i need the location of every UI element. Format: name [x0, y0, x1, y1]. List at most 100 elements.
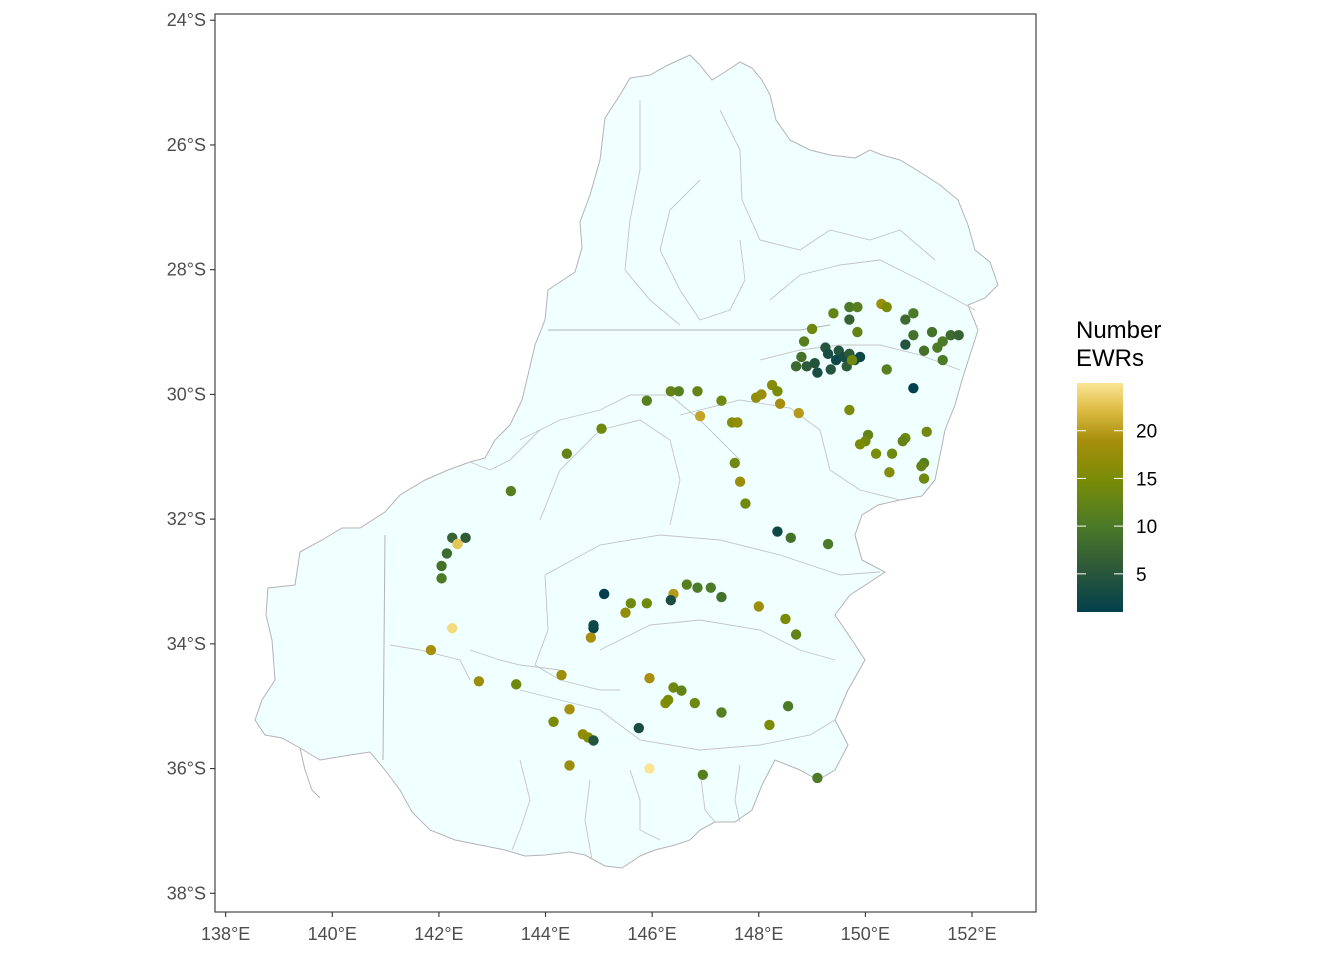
y-axis: 24°S 26°S 28°S 30°S 32°S 34°S 36°S 38°S [167, 10, 215, 903]
ewr-point [585, 632, 597, 643]
ewr-point [644, 763, 655, 774]
ewr-point [564, 760, 575, 771]
x-tick-label: 146°E [628, 924, 677, 944]
ewr-point [926, 326, 938, 338]
y-tick-label: 28°S [167, 260, 206, 280]
ewr-point [881, 364, 892, 375]
ewr-point [436, 573, 447, 584]
ewr-point [692, 386, 703, 397]
ewr-point [772, 386, 783, 397]
legend-colorbar [1077, 383, 1123, 612]
y-tick-label: 34°S [167, 634, 206, 654]
ewr-point [806, 323, 818, 335]
state-border [548, 324, 831, 331]
ewr-point [790, 629, 802, 640]
ewr-point [694, 411, 706, 422]
legend-tick-label: 5 [1136, 565, 1147, 586]
legend-tick-label: 15 [1136, 469, 1157, 490]
ewr-point [830, 354, 842, 366]
legend-title-line-1: Number [1076, 317, 1161, 344]
ewr-point [548, 716, 559, 727]
ewr-point [633, 722, 645, 734]
ewr-point [447, 623, 458, 634]
ewr-point [908, 308, 919, 319]
ewr-point [620, 607, 631, 618]
ewr-point [705, 582, 716, 593]
ewr-point [441, 548, 453, 559]
ewr-point [852, 301, 863, 313]
ewr-point [740, 498, 751, 509]
ewr-point [716, 707, 727, 718]
ewr-point [870, 448, 882, 459]
ewr-point [822, 348, 834, 360]
ewr-point [460, 532, 471, 544]
basin-outline [254, 54, 999, 869]
y-tick-label: 32°S [167, 509, 206, 529]
ewr-point [673, 386, 685, 397]
ewr-point [665, 594, 677, 606]
ewr-point [716, 591, 727, 603]
coast-tail [299, 747, 321, 799]
y-tick-label: 36°S [167, 759, 206, 779]
x-tick-label: 144°E [521, 924, 570, 944]
ewr-point [921, 426, 932, 438]
ewr-point [918, 473, 930, 484]
x-tick-label: 148°E [734, 924, 783, 944]
ewr-point [900, 339, 911, 350]
ewr-point [825, 364, 836, 375]
ewr-point [844, 301, 855, 313]
ewr-point [793, 407, 804, 419]
ewr-point [844, 314, 855, 325]
x-tick-label: 152°E [947, 924, 996, 944]
state-border [382, 534, 386, 761]
ewr-point [774, 398, 786, 409]
ewr-point [641, 598, 653, 609]
y-tick-label: 38°S [167, 883, 206, 903]
y-tick-label: 24°S [167, 10, 206, 30]
ewr-point [886, 448, 898, 459]
color-legend: Number EWRs 5 10 15 20 [1076, 317, 1161, 612]
ewr-point [844, 404, 855, 416]
ewr-point [854, 351, 866, 363]
ewr-point [556, 669, 567, 681]
ewr-point [625, 598, 637, 609]
ewr-point [764, 719, 775, 731]
ewr-point [436, 560, 447, 572]
y-tick-label: 26°S [167, 135, 206, 155]
legend-tick-label: 20 [1136, 422, 1157, 443]
ewr-point [809, 358, 820, 369]
ewr-point [908, 382, 919, 394]
y-tick-label: 30°S [167, 384, 206, 404]
legend-tick-label: 10 [1136, 517, 1157, 538]
ewr-point [716, 395, 727, 406]
ewr-point [753, 601, 764, 612]
ewr-point [588, 735, 599, 746]
catchment-boundaries [389, 100, 976, 861]
ewr-point [846, 354, 858, 366]
ewr-point [732, 417, 743, 428]
ewr-point [884, 467, 895, 478]
ewr-point [425, 644, 437, 656]
ewr-point [828, 308, 839, 319]
basin-map [254, 54, 999, 869]
x-tick-label: 138°E [201, 924, 250, 944]
ewr-point [697, 769, 709, 781]
ewr-point [662, 694, 674, 706]
ewr-point [598, 588, 610, 600]
ewr-point [900, 314, 911, 325]
ewr-point [511, 679, 522, 690]
ewr-point [729, 457, 740, 469]
ewr-point [945, 329, 956, 341]
ewr-point [953, 329, 964, 341]
ewr-point [908, 329, 919, 341]
ewr-point [881, 301, 892, 313]
ewr-point [785, 532, 796, 544]
ewr-point [596, 423, 607, 434]
ewr-point [932, 342, 943, 353]
x-axis: 138°E 140°E 142°E 144°E 146°E 148°E 150°E 152°E [201, 912, 997, 944]
ewr-point [734, 476, 746, 487]
ewr-point [772, 526, 783, 537]
legend-ticks: 5 10 15 20 [1077, 422, 1157, 586]
ewr-point [801, 361, 812, 372]
ewr-point [822, 538, 834, 550]
